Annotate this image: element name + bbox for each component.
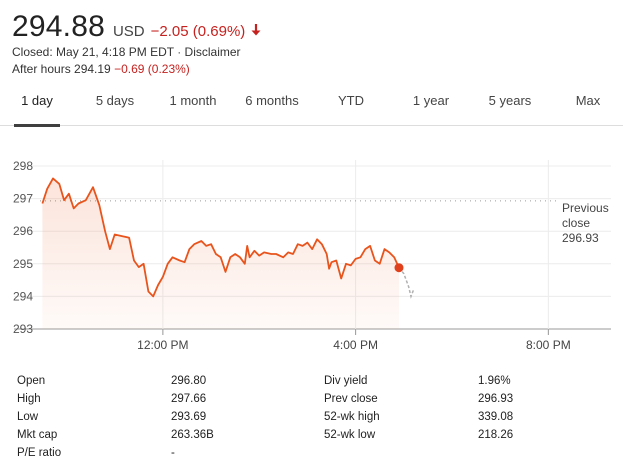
price-change: −2.05 (0.69%) — [150, 23, 246, 40]
disclaimer-link[interactable]: Disclaimer — [184, 45, 241, 59]
tab-max[interactable]: Max — [575, 93, 601, 108]
price-line — [41, 177, 400, 298]
tab-1-year[interactable]: 1 year — [412, 93, 450, 108]
previous-close-value: 296.93 — [562, 231, 599, 245]
stat-label-52wk-high: 52-wk high — [324, 411, 380, 423]
x-tick-label: 12:00 PM — [137, 338, 188, 352]
previous-close-label: Previous close 296.93 — [562, 201, 609, 246]
stat-value-52wk-high: 339.08 — [478, 411, 514, 423]
stat-label-prev-close: Prev close — [324, 393, 378, 405]
y-tick-label: 294 — [13, 289, 33, 303]
after-hours-change: −0.69 (0.23%) — [114, 62, 190, 76]
closed-text: Closed: May 21, 4:18 PM EDT — [12, 45, 174, 59]
stat-value-open: 296.80 — [171, 375, 207, 387]
stat-label-low: Low — [17, 411, 39, 423]
stat-value-52wk-low: 218.26 — [478, 429, 514, 441]
quote-header: 294.88 USD −2.05 (0.69%) Closed: May 21,… — [12, 10, 612, 78]
stat-label-52wk-low: 52-wk low — [324, 429, 376, 441]
stat-label-div-yield: Div yield — [324, 375, 368, 387]
range-tabs: 1 day 5 days 1 month 6 months YTD 1 year… — [0, 86, 623, 127]
stat-label-high: High — [17, 393, 41, 405]
stat-label-mkt-cap: Mkt cap — [17, 429, 58, 441]
previous-close-line2: close — [562, 216, 591, 230]
tab-5-days[interactable]: 5 days — [95, 93, 135, 108]
stat-value-mkt-cap: 263.36B — [171, 429, 214, 441]
after-hours-line — [398, 267, 415, 299]
stat-row-pe-ratio: P/E ratio - — [17, 444, 617, 462]
stat-row-open: Open 296.80 Div yield 1.96% — [17, 372, 617, 390]
current-price: 294.88 — [12, 10, 105, 43]
down-arrow-icon — [250, 23, 262, 37]
previous-close-line1: Previous — [562, 201, 609, 215]
stat-value-pe-ratio: - — [171, 447, 175, 459]
price-chart: 298 297 296 295 294 293 12:00 PM 4:00 PM 8:00 PM — [13, 159, 611, 352]
tab-6-months[interactable]: 6 months — [245, 93, 299, 108]
closed-line: Closed: May 21, 4:18 PM EDT · Disclaimer — [12, 44, 612, 61]
tab-ytd[interactable]: YTD — [338, 93, 364, 108]
y-tick-label: 293 — [13, 322, 33, 336]
after-hours-label: After hours 294.19 — [12, 62, 111, 76]
stat-value-high: 297.66 — [171, 393, 207, 405]
stat-value-low: 293.69 — [171, 411, 207, 423]
x-tick-label: 8:00 PM — [526, 338, 571, 352]
y-tick-label: 298 — [13, 159, 33, 173]
y-tick-label: 297 — [13, 192, 33, 206]
tab-1-month[interactable]: 1 month — [169, 93, 217, 108]
currency-label: USD — [112, 23, 145, 40]
x-tick-label: 4:00 PM — [333, 338, 378, 352]
y-tick-label: 296 — [13, 224, 33, 238]
stat-row-mkt-cap: Mkt cap 263.36B 52-wk low 218.26 — [17, 426, 617, 444]
price-row: 294.88 USD −2.05 (0.69%) — [12, 10, 612, 44]
stat-label-pe-ratio: P/E ratio — [17, 447, 62, 459]
y-tick-label: 295 — [13, 257, 33, 271]
stat-row-low: Low 293.69 52-wk high 339.08 — [17, 408, 617, 426]
key-stats-table: Open 296.80 Div yield 1.96% High 297.66 … — [17, 372, 617, 462]
stat-row-high: High 297.66 Prev close 296.93 — [17, 390, 617, 408]
stat-label-open: Open — [17, 375, 46, 387]
price-area-fill — [42, 178, 400, 329]
after-hours-line: After hours 294.19 −0.69 (0.23%) — [12, 61, 612, 78]
stat-value-div-yield: 1.96% — [478, 375, 511, 387]
stat-value-prev-close: 296.93 — [478, 393, 514, 405]
close-marker — [394, 263, 404, 273]
tab-5-years[interactable]: 5 years — [488, 93, 532, 108]
separator: · — [173, 45, 185, 59]
tab-1-day[interactable]: 1 day — [14, 86, 60, 127]
